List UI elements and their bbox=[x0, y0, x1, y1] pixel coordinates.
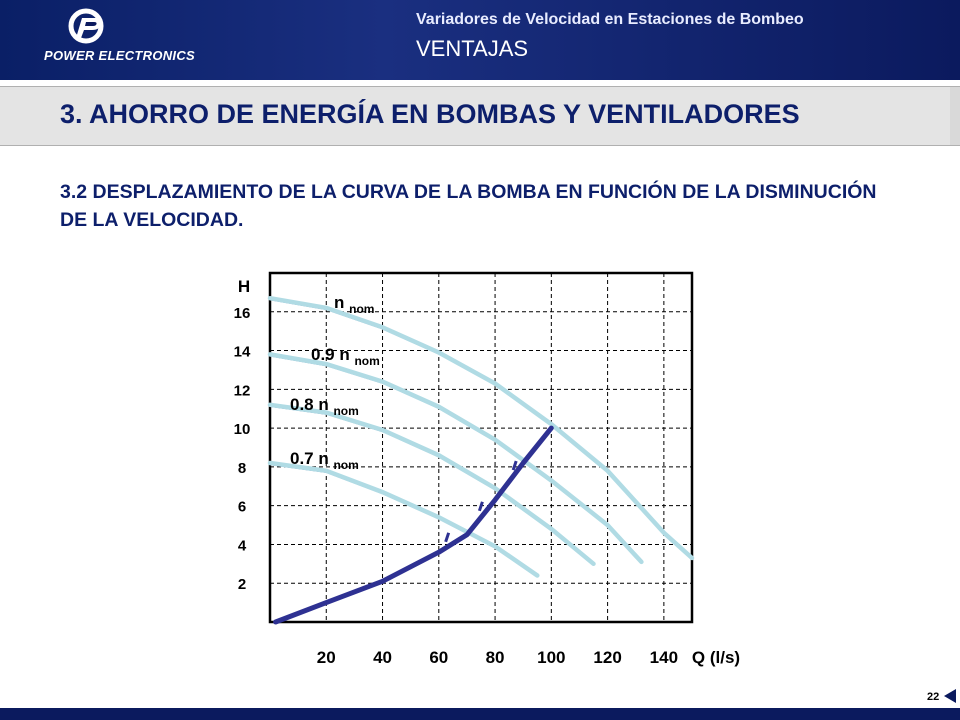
system-curve-tick bbox=[511, 460, 518, 471]
x-tick-label: 100 bbox=[537, 648, 565, 667]
y-tick-label: 6 bbox=[238, 499, 246, 516]
power-electronics-logo-icon bbox=[68, 8, 104, 44]
y-axis-label: H bbox=[238, 277, 250, 296]
previous-page-arrow-icon[interactable] bbox=[944, 689, 956, 703]
page-number: 22 bbox=[927, 691, 940, 703]
pump-curve bbox=[267, 295, 695, 561]
x-tick-label: 140 bbox=[650, 648, 678, 667]
y-tick-label: 4 bbox=[238, 537, 247, 554]
y-tick-label: 16 bbox=[234, 305, 251, 322]
plot-area bbox=[270, 273, 692, 622]
x-axis-label: Q (l/s) bbox=[692, 648, 740, 667]
plot-frame bbox=[268, 271, 694, 624]
title-bar: 3. AHORRO DE ENERGÍA EN BOMBAS Y VENTILA… bbox=[0, 86, 960, 146]
system-curve bbox=[273, 425, 554, 625]
title-bar-panel bbox=[0, 87, 950, 145]
header-section: VENTAJAS bbox=[416, 36, 529, 61]
x-tick-label: 20 bbox=[317, 648, 336, 667]
system-curve-tick bbox=[444, 532, 451, 543]
pump-curve bbox=[267, 352, 644, 565]
y-tick-label: 10 bbox=[234, 421, 251, 438]
x-tick-label: 80 bbox=[486, 648, 505, 667]
x-tick-label: 40 bbox=[373, 648, 392, 667]
logo-text: POWER ELECTRONICS bbox=[44, 48, 195, 63]
y-tick-label: 2 bbox=[238, 576, 246, 593]
x-tick-label: 60 bbox=[429, 648, 448, 667]
y-tick-label: 14 bbox=[234, 344, 251, 361]
system-curve-tick bbox=[477, 501, 484, 512]
pump-curve bbox=[267, 460, 540, 578]
header-bar: POWER ELECTRONICS Variadores de Velocida… bbox=[0, 0, 960, 80]
x-tick-label: 120 bbox=[593, 648, 621, 667]
y-tick-label: 8 bbox=[238, 460, 246, 477]
section-heading: 3.2 DESPLAZAMIENTO DE LA CURVA DE LA BOM… bbox=[60, 181, 877, 231]
header-subtitle: Variadores de Velocidad en Estaciones de… bbox=[416, 11, 804, 28]
page-title: 3. AHORRO DE ENERGÍA EN BOMBAS Y VENTILA… bbox=[60, 99, 800, 129]
y-tick-label: 12 bbox=[234, 382, 251, 399]
pump-curve bbox=[267, 402, 596, 567]
footer-bar bbox=[0, 708, 960, 720]
